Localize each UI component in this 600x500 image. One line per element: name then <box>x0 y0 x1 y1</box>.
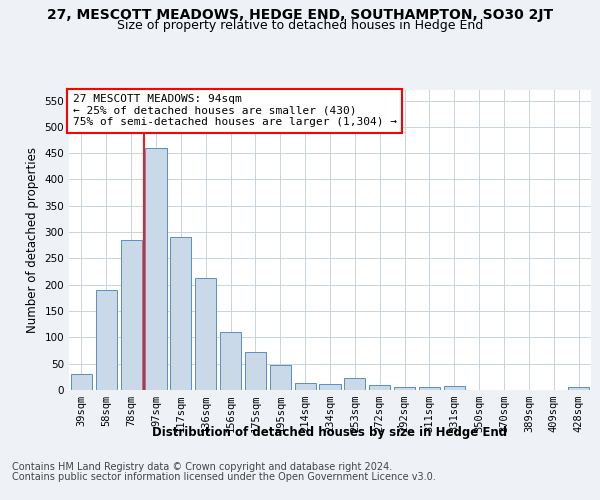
Bar <box>145 148 167 390</box>
Bar <box>121 240 142 390</box>
Bar <box>369 384 390 390</box>
Bar <box>444 386 465 390</box>
Bar <box>245 352 266 390</box>
Bar <box>319 384 341 390</box>
Bar <box>96 290 117 390</box>
Bar <box>195 278 216 390</box>
Bar <box>568 388 589 390</box>
Bar <box>220 332 241 390</box>
Text: Size of property relative to detached houses in Hedge End: Size of property relative to detached ho… <box>117 19 483 32</box>
Bar <box>419 388 440 390</box>
Text: 27 MESCOTT MEADOWS: 94sqm
← 25% of detached houses are smaller (430)
75% of semi: 27 MESCOTT MEADOWS: 94sqm ← 25% of detac… <box>73 94 397 128</box>
Bar <box>394 388 415 390</box>
Bar <box>270 366 291 390</box>
Text: 27, MESCOTT MEADOWS, HEDGE END, SOUTHAMPTON, SO30 2JT: 27, MESCOTT MEADOWS, HEDGE END, SOUTHAMP… <box>47 8 553 22</box>
Bar <box>170 238 191 390</box>
Text: Contains public sector information licensed under the Open Government Licence v3: Contains public sector information licen… <box>12 472 436 482</box>
Bar <box>295 383 316 390</box>
Text: Contains HM Land Registry data © Crown copyright and database right 2024.: Contains HM Land Registry data © Crown c… <box>12 462 392 472</box>
Text: Distribution of detached houses by size in Hedge End: Distribution of detached houses by size … <box>152 426 508 439</box>
Y-axis label: Number of detached properties: Number of detached properties <box>26 147 39 333</box>
Bar <box>344 378 365 390</box>
Bar <box>71 374 92 390</box>
